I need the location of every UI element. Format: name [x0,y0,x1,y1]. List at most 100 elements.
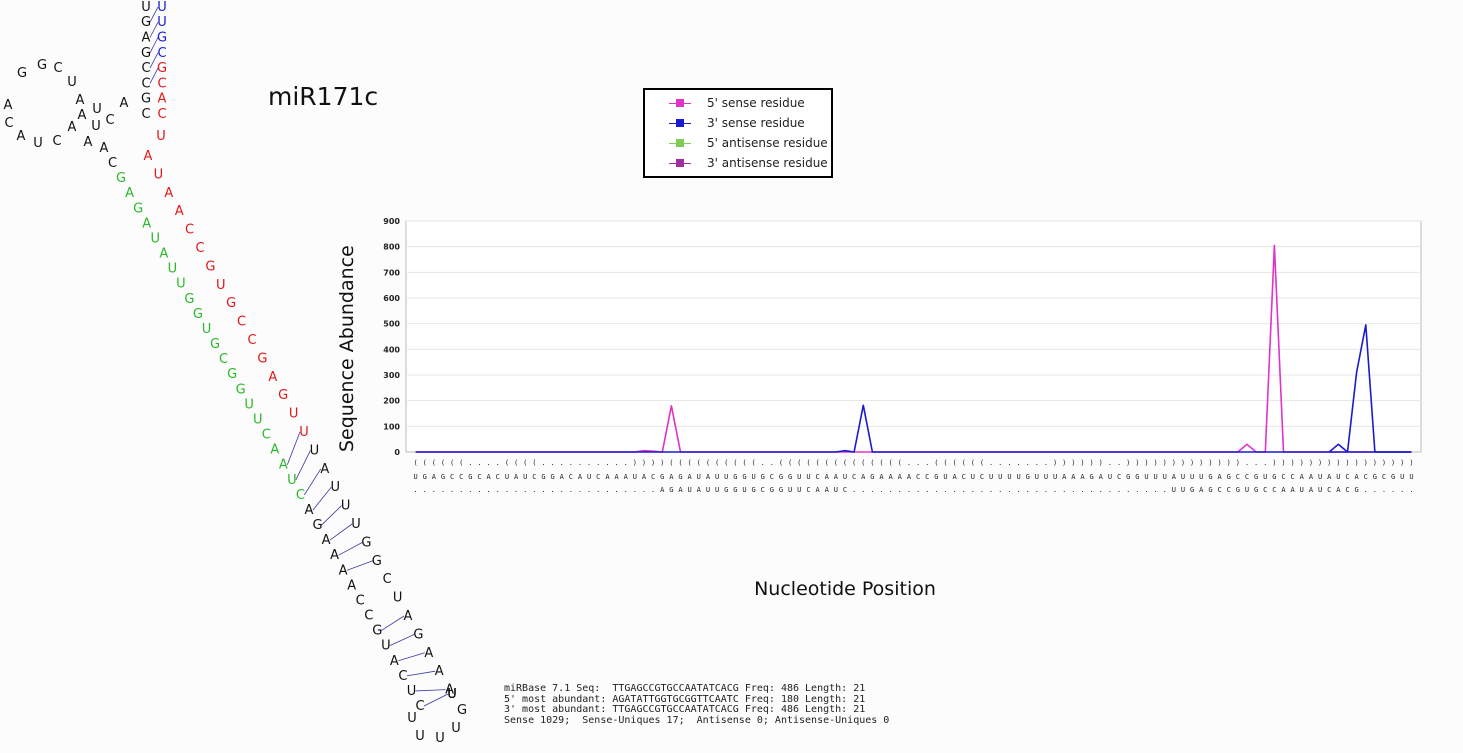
legend-marker [676,99,684,107]
y-tick-label: 0 [394,448,400,457]
mapped-read-char: . [1053,486,1057,494]
plot-frame [405,220,1422,453]
dot-bracket-char: ) [1199,459,1203,467]
mapped-read-char: . [1154,486,1158,494]
dot-bracket-char: . [468,459,472,467]
sequence-char: G [660,473,664,481]
nucleotide: C [296,488,305,503]
nucleotide: G [457,703,467,718]
nucleotide: U [381,639,391,654]
dot-bracket-char: . [1007,459,1011,467]
dot-bracket-char: ( [825,459,829,467]
mapped-read-char: A [1199,486,1204,494]
mapped-read-char: G [1190,486,1194,494]
nucleotide: G [205,259,215,274]
nucleotide: A [445,683,454,698]
nucleotide: C [141,61,150,76]
mapped-read-char: U [715,486,719,494]
mapped-read-char: . [989,486,993,494]
nucleotide: G [210,337,220,352]
dot-bracket-char: ) [1364,459,1368,467]
dot-bracket-char: ( [852,459,856,467]
nucleotide: U [341,499,351,514]
base-pair-bond [381,615,405,631]
mapped-read-char: . [879,486,883,494]
dot-bracket-char: . [551,459,555,467]
sequence-char: U [523,473,527,481]
nucleotide: U [168,262,178,277]
dot-bracket-char: ( [688,459,692,467]
nucleotide: U [176,277,186,292]
dot-bracket-char: ( [788,459,792,467]
nucleotide: U [91,119,101,134]
sequence-char: A [514,473,519,481]
nucleotide: G [17,66,27,81]
base-pair-bond [149,37,159,53]
nucleotide: C [364,609,373,624]
sequence-char: A [624,473,629,481]
nucleotide: G [257,351,267,366]
base-pair-bond [406,670,436,677]
sequence-char: A [487,473,492,481]
mapped-read-char: . [934,486,938,494]
nucleotide: A [390,654,399,669]
dot-bracket-char: ) [651,459,655,467]
mapped-read-char: . [441,486,445,494]
nucleotide: U [216,278,226,293]
dot-bracket-char: . [1026,459,1030,467]
dot-bracket-char: ( [806,459,810,467]
dot-bracket-char: . [614,459,618,467]
mapped-read-char: . [633,486,637,494]
sequence-char: G [1026,473,1030,481]
mapped-read-char: A [660,486,665,494]
mapped-read-char: . [1391,486,1395,494]
nucleotide: C [141,76,150,91]
mapped-read-char: . [551,486,555,494]
base-pair-bond [321,505,342,526]
dot-bracket-char: ) [1144,459,1148,467]
mapped-read-char: . [505,486,509,494]
legend-marker [676,139,684,147]
sequence-char: C [450,473,454,481]
dot-bracket-char: ( [505,459,509,467]
dot-bracket-char: ) [1400,459,1404,467]
dot-bracket-char: ) [1409,459,1413,467]
dot-bracket-char: . [487,459,491,467]
dot-bracket-char: ) [642,459,646,467]
dot-bracket-char: ( [413,459,417,467]
dot-bracket-char: . [925,459,929,467]
dot-bracket-char: ) [1281,459,1285,467]
nucleotide: U [447,687,457,702]
mapped-read-char: . [1373,486,1377,494]
dot-bracket-char: ( [523,459,527,467]
dot-bracket-char: . [605,459,609,467]
sequence-char: C [532,473,536,481]
base-pair-bond [338,542,363,556]
nucleotide: A [279,458,288,473]
nucleotide: C [52,134,61,149]
sequence-char: U [715,473,719,481]
mapped-read-char: . [1026,486,1030,494]
sequence-char: U [998,473,1002,481]
base-pair-bond [304,468,322,496]
mapped-read-char: . [953,486,957,494]
sequence-char: A [560,473,565,481]
mapped-read-char: . [898,486,902,494]
dot-bracket-char: ( [962,459,966,467]
nucleotide: G [141,15,151,30]
nucleotide: A [78,108,87,123]
dot-bracket-char: ( [724,459,728,467]
mapped-read-char: . [980,486,984,494]
dot-bracket-char: ( [706,459,710,467]
sequence-char: A [1080,473,1085,481]
dot-bracket-char: ( [432,459,436,467]
dot-bracket-char: . [569,459,573,467]
nucleotide: U [447,687,457,702]
mapped-read-char: . [1382,486,1386,494]
sequence-char: U [1144,473,1148,481]
sequence-stats: miRBase 7.1 Seq: TTGAGCCGTGCCAATATCACG F… [504,683,889,726]
legend-item-5p-sense: 5' sense residue [645,96,833,112]
mapped-read-char: G [1254,486,1258,494]
sequence-char: U [843,473,847,481]
